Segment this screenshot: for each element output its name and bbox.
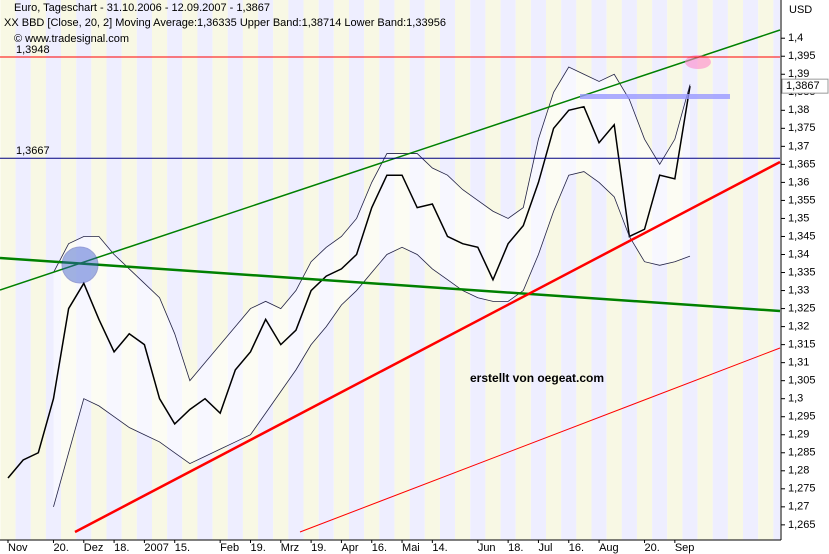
level-label: 1,3948: [16, 44, 50, 56]
stripe: [652, 0, 668, 540]
stripe: [227, 0, 243, 540]
stripe: [379, 0, 395, 540]
chart-subtitle: XX BBD [Close, 20, 2] Moving Average:1,3…: [4, 17, 446, 29]
x-tick-label: 14.: [432, 542, 447, 554]
y-tick-label: 1,27: [788, 501, 809, 513]
plot: [7, 66, 691, 507]
stripe: [697, 0, 713, 540]
x-tick-label: 16.: [569, 542, 584, 554]
resistance-bar: [580, 94, 730, 99]
upper-trend-line: [0, 29, 781, 291]
y-tick-label: 1,335: [788, 266, 816, 278]
x-tick-label: 2007: [144, 542, 168, 554]
x-tick-label: 16.: [372, 542, 387, 554]
stripe: [712, 0, 728, 540]
stripe: [743, 0, 759, 540]
stripe: [0, 0, 16, 540]
price-line: [7, 86, 691, 479]
lower-trend-line: [74, 160, 781, 534]
level-label: 1,3667: [16, 145, 50, 157]
x-tick-label: Aug: [599, 542, 619, 554]
y-tick-label: 1,375: [788, 122, 816, 134]
stripe: [546, 0, 562, 540]
y-tick-label: 1,31: [788, 357, 809, 369]
stripe: [242, 0, 259, 540]
y-tick-label: 1,37: [788, 140, 809, 152]
last-price-box: [781, 78, 829, 94]
stripe: [667, 0, 683, 540]
band-fill: [53, 67, 690, 507]
x-tick-label: 20.: [645, 542, 660, 554]
x-tick-label: Apr: [341, 542, 358, 554]
stripe: [530, 0, 547, 540]
bollinger-band: [53, 171, 691, 507]
x-tick-label: 18.: [508, 542, 523, 554]
x-tick-label: Mrz: [281, 542, 299, 554]
stripe: [621, 0, 637, 540]
y-tick-label: 1,265: [788, 519, 816, 531]
credit: © www.tradesignal.com: [14, 33, 129, 45]
stripe: [15, 0, 31, 540]
y-tick-label: 1,33: [788, 284, 809, 296]
y-tick-label: 1,34: [788, 248, 809, 260]
stripe: [273, 0, 289, 540]
x-tick-label: 15.: [175, 542, 190, 554]
y-tick-label: 1,4: [788, 32, 803, 44]
stripe: [758, 0, 774, 540]
stripe: [136, 0, 152, 540]
stripe: [727, 0, 744, 540]
stripe: [773, 0, 780, 540]
stripe: [409, 0, 425, 540]
y-tick-label: 1,395: [788, 50, 816, 62]
chart-title: Euro, Tageschart - 31.10.2006 - 12.09.20…: [14, 2, 270, 14]
x-tick-label: Feb: [220, 542, 239, 554]
support-trend-line: [0, 256, 781, 313]
annotation: erstellt von oegeat.com: [470, 371, 604, 385]
stripe: [636, 0, 653, 540]
y-tick-label: 1,295: [788, 411, 816, 423]
y-tick-label: 1,35: [788, 212, 809, 224]
y-tick-label: 1,345: [788, 230, 816, 242]
y-tick-label: 1,365: [788, 158, 816, 170]
y-tick-label: 1,28: [788, 465, 809, 477]
y-tick-label: 1,275: [788, 483, 816, 495]
x-tick-label: Jun: [478, 542, 496, 554]
x-tick-label: 18.: [114, 542, 129, 554]
stripe: [682, 0, 698, 540]
stripe: [258, 0, 274, 540]
y-tick-label: 1,38: [788, 104, 809, 116]
pivot-marker: [61, 246, 99, 284]
x-tick-label: 19.: [250, 542, 265, 554]
x-tick-label: Nov: [8, 542, 28, 554]
y-tick-label: 1,39: [788, 68, 809, 80]
x-tick-label: 19.: [311, 542, 326, 554]
bollinger-band: [53, 66, 691, 382]
y-tick-label: 1,3: [788, 393, 803, 405]
parallel-trend-line: [299, 347, 781, 533]
y-tick-label: 1,325: [788, 302, 816, 314]
x-tick-label: Dez: [84, 542, 104, 554]
y-tick-label: 1,285: [788, 447, 816, 459]
x-tick-label: 20.: [53, 542, 68, 554]
y-tick-label: 1,36: [788, 176, 809, 188]
target-marker: [685, 55, 711, 69]
last-price-label: 1,3867: [786, 80, 820, 92]
x-tick-label: Jul: [538, 542, 552, 554]
y-tick-label: 1,355: [788, 194, 816, 206]
x-tick-label: Sep: [675, 542, 695, 554]
stripe: [394, 0, 410, 540]
y-tick-label: 1,315: [788, 339, 816, 351]
stripe: [288, 0, 304, 540]
x-tick-label: Mai: [402, 542, 420, 554]
stripe: [424, 0, 440, 540]
y-tick-label: 1,305: [788, 375, 816, 387]
y-axis-label: USD: [789, 4, 812, 16]
y-tick-label: 1,32: [788, 321, 809, 333]
stripe: [30, 0, 46, 540]
y-tick-label: 1,29: [788, 429, 809, 441]
